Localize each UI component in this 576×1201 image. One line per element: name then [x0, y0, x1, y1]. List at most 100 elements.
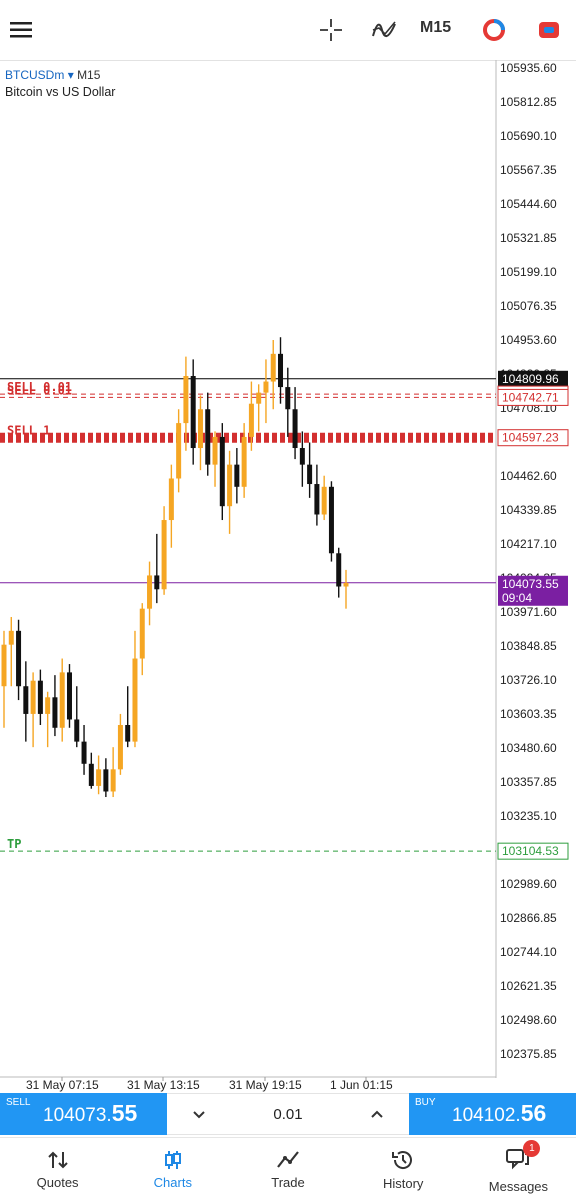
symbol-name[interactable]: BTCUSDm: [5, 68, 65, 82]
candle-body: [321, 486, 327, 515]
charts-icon: [164, 1151, 181, 1169]
candle-body: [263, 381, 269, 393]
level-label: SELL 0.01: [7, 380, 72, 394]
candle-body: [96, 769, 102, 786]
trade-panel: SELL 104073.55 0.01 BUY 104102.56: [0, 1093, 576, 1135]
symbol-header[interactable]: BTCUSDm ▾ M15: [5, 68, 100, 82]
candle-body: [103, 769, 109, 792]
level-price-box: [497, 388, 569, 406]
level-price: 104597.23: [502, 431, 559, 445]
price-axis: 105935.60 105812.85 105690.10 105567.35 1054…: [500, 61, 557, 1061]
history-icon: [392, 1151, 413, 1169]
candle-body: [66, 672, 72, 720]
price-tick-label: 105812.85: [500, 95, 557, 109]
symbol-timeframe: M15: [77, 68, 101, 82]
price-tick-label: 104953.60: [500, 333, 557, 347]
candle-body: [336, 553, 342, 587]
candle-body: [256, 392, 262, 404]
trade-icon: [277, 1151, 299, 1168]
level-price-box: [497, 429, 569, 447]
price-tick-label: 103357.85: [500, 775, 557, 789]
candle-body: [154, 575, 160, 590]
price-tick-label: 105567.35: [500, 163, 557, 177]
nav-history[interactable]: History: [346, 1138, 461, 1201]
candle-body: [205, 409, 211, 465]
symbol-dropdown-icon[interactable]: ▾: [67, 68, 74, 82]
candle-body: [278, 353, 284, 388]
bottom-navigation: Quotes Charts Trade History 1 Messages: [0, 1137, 576, 1201]
nav-messages-label: Messages: [488, 1178, 549, 1194]
one-click-trading-icon[interactable]: [533, 14, 565, 46]
nav-trade-label: Trade: [271, 1175, 305, 1190]
candle-body: [168, 478, 174, 521]
candle-body: [59, 672, 65, 728]
price-tick-label: 105444.60: [500, 197, 557, 211]
candle-body: [197, 409, 203, 449]
nav-charts[interactable]: Charts: [115, 1138, 230, 1201]
price-tick-label: 105199.10: [500, 265, 557, 279]
candle-body: [8, 630, 14, 645]
time-tick-label: 31 May 13:15: [127, 1078, 200, 1092]
candle-body: [16, 630, 22, 687]
messages-icon-wrap: 1: [505, 1139, 541, 1175]
candle-body: [30, 680, 36, 714]
candle-body: [270, 353, 276, 382]
level-label: TP: [7, 837, 21, 851]
candle-body: [88, 763, 94, 786]
timeframe-button[interactable]: M15: [420, 19, 452, 36]
nav-quotes-label: Quotes: [36, 1175, 79, 1190]
volume-input[interactable]: 0.01: [273, 1106, 303, 1123]
level-price-box: [497, 842, 569, 860]
level-label: SELL 0.01: [7, 383, 72, 397]
price-tick-label: 103971.60: [500, 605, 557, 619]
candle-body: [227, 464, 233, 507]
nav-charts-label: Charts: [153, 1175, 192, 1190]
candle-body: [183, 376, 189, 424]
candle-body: [161, 520, 167, 590]
price-tick-label: 102375.85: [500, 1047, 557, 1061]
crosshair-icon[interactable]: [315, 14, 347, 46]
candle-body: [307, 464, 313, 485]
decrease-volume-icon[interactable]: [189, 1104, 209, 1124]
buy-price: 104102.56: [452, 1100, 547, 1126]
price-chart[interactable]: 105935.60 105812.85 105690.10 105567.35 1054…: [0, 60, 576, 1092]
menu-icon[interactable]: [5, 14, 37, 46]
price-tick-label: 105076.35: [500, 299, 557, 313]
candles: [1, 337, 349, 798]
increase-volume-icon[interactable]: [367, 1104, 387, 1124]
level-price-box: [498, 575, 568, 606]
volume-control: 0.01: [167, 1093, 409, 1135]
symbol-description: Bitcoin vs US Dollar: [5, 85, 116, 99]
nav-quotes[interactable]: Quotes: [0, 1138, 115, 1201]
level-price-box: [498, 370, 568, 387]
price-tick-label: 103726.10: [500, 673, 557, 687]
price-tick-label: 102498.60: [500, 1013, 557, 1027]
time-tick-label: 31 May 19:15: [229, 1078, 302, 1092]
candle-body: [139, 608, 145, 659]
price-tick-label: 102621.35: [500, 979, 557, 993]
quotes-icon: [47, 1151, 68, 1169]
account-icon[interactable]: [478, 14, 510, 46]
nav-history-label: History: [382, 1176, 424, 1191]
buy-button[interactable]: BUY 104102.56: [409, 1093, 576, 1135]
nav-messages[interactable]: 1 Messages: [461, 1138, 576, 1201]
price-tick-label: 105321.85: [500, 231, 557, 245]
sell-button[interactable]: SELL 104073.55: [0, 1093, 167, 1135]
price-tick-label: 103848.85: [500, 639, 557, 653]
indicators-icon[interactable]: [368, 14, 400, 46]
candle-body: [299, 448, 305, 465]
level-price: 104742.71: [502, 390, 559, 404]
candle-body: [292, 409, 298, 449]
price-tick-label: 103603.35: [500, 707, 557, 721]
candle-body: [176, 423, 182, 479]
nav-trade[interactable]: Trade: [230, 1138, 345, 1201]
bar-countdown: 09:04: [502, 591, 532, 605]
candle-body: [52, 697, 58, 728]
price-tick-label: 105690.10: [500, 129, 557, 143]
candle-body: [81, 741, 87, 764]
time-tick-label: 31 May 07:15: [26, 1078, 99, 1092]
price-tick-label: 104462.60: [500, 469, 557, 483]
sell-price: 104073.55: [43, 1100, 138, 1126]
price-tick-label: 104217.10: [500, 537, 557, 551]
level-price: 103104.53: [502, 844, 559, 858]
